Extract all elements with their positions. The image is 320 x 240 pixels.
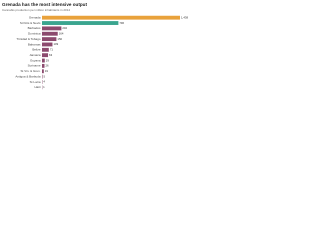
bar (42, 31, 58, 36)
value-label: 5 (43, 74, 45, 78)
value-label: 1,438 (181, 15, 188, 19)
bar (42, 47, 49, 52)
category-label: Dominica (28, 32, 41, 36)
bar (42, 15, 180, 20)
chart-subtitle: Cannabis production per million inhabita… (2, 8, 70, 12)
category-label: Bahamas (28, 42, 41, 46)
category-label: St Kitts & Nevis (20, 21, 41, 25)
bar (42, 69, 44, 74)
category-label: St Vin. & Gren. (21, 69, 41, 73)
value-label: 1 (43, 85, 45, 89)
category-label: Antigua & Barbuda (15, 74, 41, 78)
value-label: 29 (46, 58, 50, 62)
value-label: 202 (62, 26, 67, 30)
category-label: Belize (32, 48, 41, 52)
category-label: Suriname (28, 64, 41, 68)
bar (42, 26, 62, 31)
category-label: St Lucia (30, 80, 41, 84)
value-label: 796 (119, 21, 124, 25)
category-label: Haiti (34, 85, 40, 89)
value-label: 63 (49, 53, 53, 57)
value-label: 26 (45, 64, 49, 68)
bar (42, 21, 119, 25)
chart-title: Grenada has the most intensive output (2, 2, 87, 7)
category-label: Trinidad & Tobago (16, 37, 41, 41)
category-label: Guyana (30, 58, 41, 62)
value-label: 19 (45, 69, 49, 73)
bar (42, 37, 57, 42)
value-label: 4 (43, 80, 45, 84)
category-label: Grenada (29, 15, 41, 19)
bar (42, 53, 49, 58)
chart: Grenada has the most intensive output Ca… (2, 2, 188, 90)
value-label: 150 (57, 37, 62, 41)
category-label: Barbados (28, 26, 41, 30)
value-label: 71 (50, 48, 54, 52)
page: {"chart_data": { "type": "bar", "orienta… (0, 0, 200, 92)
category-label: Jamaica (29, 53, 41, 57)
bar (42, 63, 45, 68)
value-label: 109 (53, 42, 58, 46)
bar (42, 58, 45, 63)
value-label: 164 (59, 31, 64, 35)
bar (42, 42, 53, 47)
